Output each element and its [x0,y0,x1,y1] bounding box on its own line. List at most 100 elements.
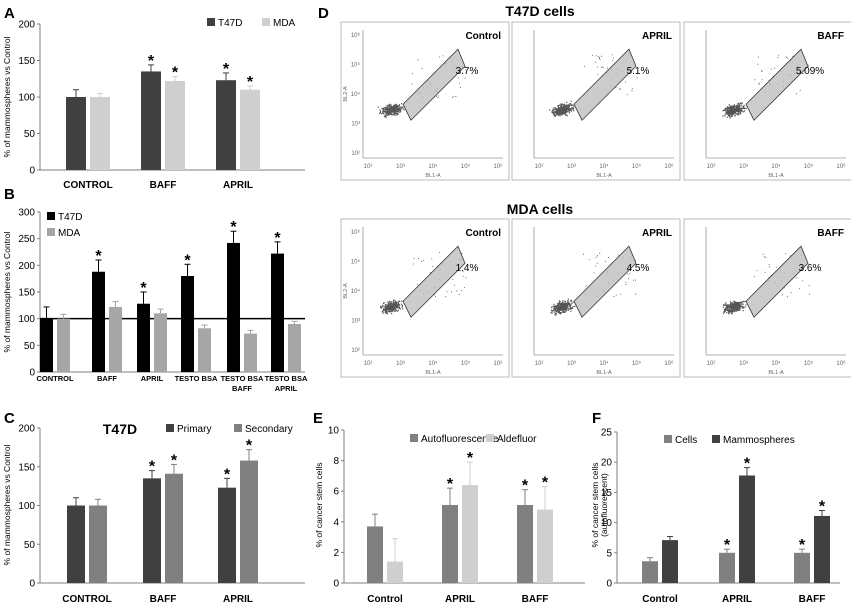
y-tick-label: 0 [606,579,612,590]
category-label: TESTO BSA [175,374,218,383]
bar-aldefluor [537,509,553,583]
significance-star: * [744,456,751,473]
category-label: Control [642,594,678,605]
y-tick-label: 50 [24,129,36,140]
flow-x-tick: 10⁴ [771,360,781,367]
legend-label-secondary: Secondary [245,424,293,435]
y-axis-label: % of cancer stem cells [314,462,324,547]
flow-x-tick: 10² [535,361,544,367]
flow-x-tick: 10² [535,164,544,170]
flow-x-tick: 10⁶ [836,163,846,170]
flow-scatter-events [380,251,467,315]
flow-x-tick: 10⁴ [428,163,438,170]
significance-star: * [224,466,231,483]
flow-x-tick: 10² [707,361,716,367]
chart-title: T47D [103,421,137,437]
bar-t47d [40,318,53,372]
y-tick-label: 200 [18,20,35,31]
flow-scatter-events [550,252,637,316]
category-label: APRIL [223,594,253,605]
chart-e: 0 2 4 6 8 10 % of cancer stem cells Control * * AP… [314,426,585,605]
flow-gate-percentage: 5.09% [796,66,824,77]
flow-condition-label: APRIL [642,31,672,42]
flow-condition-label: BAFF [817,228,844,239]
bar-t47d [66,97,86,170]
flow-scatter-events [722,54,809,119]
flow-x-tick: 10³ [396,361,405,367]
y-tick-label: 200 [18,424,35,435]
flow-x-axis-label: BL1-A [768,173,784,179]
category-label: BAFF [232,384,252,393]
bar-cells [642,561,658,583]
y-tick-label: 8 [333,456,339,467]
category-label: BAFF [150,180,177,191]
legend-swatch-t47d [47,212,55,220]
significance-star: * [95,248,102,265]
significance-star: * [799,537,806,554]
chart-b: 0 50 100 150 200 250 300 % of mammospheres vs C… [2,208,308,394]
legend-label-mda: MDA [58,228,81,239]
flow-y-axis-label: BL2-A [343,283,349,299]
significance-star: * [522,478,529,495]
flow-gate [573,245,637,318]
significance-star: * [149,459,156,476]
y-tick-label: 150 [18,56,35,67]
y-tick-label: 250 [18,234,35,245]
panel-letter-a: A [4,5,15,22]
legend-swatch-primary [166,424,174,432]
flow-x-tick: 10⁵ [804,360,814,367]
flow-x-tick: 10⁴ [599,360,609,367]
y-tick-label: 0 [29,368,35,379]
bar-mammospheres [662,540,678,583]
panel-letter-e: E [313,410,323,427]
legend-label-cells: Cells [675,435,697,446]
bar-mda [109,306,122,372]
flow-panel-t47d-april: 10² 10³ 10⁴ 10⁵ 10⁶ BL1-A APRIL 5.1% [511,21,681,181]
flow-y-tick: 10² [351,348,360,354]
bar-t47d [227,242,240,372]
category-label: APRIL [141,374,164,383]
panel-letter-d: D [318,5,329,22]
legend-label-aldefluor: Aldefluor [497,434,537,445]
bar-t47d [141,71,161,170]
flow-condition-label: Control [465,31,501,42]
significance-star: * [230,219,237,236]
category-label: CONTROL [36,374,73,383]
y-tick-label: 0 [29,166,35,177]
bar-primary [143,478,161,583]
significance-star: * [819,499,826,516]
bar-cells [794,552,810,583]
significance-star: * [724,537,731,554]
legend-swatch-mammospheres [712,435,720,443]
flow-x-axis-label: BL1-A [425,173,441,179]
bar-t47d [181,276,194,372]
flow-x-tick: 10³ [396,164,405,170]
flow-y-axis-label: BL2-A [343,86,349,102]
legend-label-autofluorescence: Autofluorescence [421,434,499,445]
significance-star: * [171,452,178,469]
significance-star: * [274,230,281,247]
flow-x-tick: 10⁵ [461,360,471,367]
flow-gate-percentage: 3.7% [456,66,479,77]
flow-panel-mda-baff: 10² 10³ 10⁴ 10⁵ 10⁶ BL1-A BAFF 3.6% [683,218,851,378]
bar-autofluorescence [517,504,533,583]
significance-star: * [223,61,230,78]
flow-gate [745,245,809,318]
flow-x-tick: 10⁶ [493,360,503,367]
category-label: TESTO BSA [265,374,308,383]
y-tick-label: 2 [333,548,339,559]
chart-c: 0 50 100 150 200 % of mammospheres vs Control… [2,421,305,605]
legend-label-mammospheres: Mammospheres [723,435,795,446]
legend-label-t47d: T47D [58,212,82,223]
legend-swatch-secondary [234,424,242,432]
bar-primary [218,487,236,583]
bar-mda [288,324,301,372]
legend-swatch-cells [664,435,672,443]
bar-mda [198,328,211,372]
flow-gate-percentage: 5.1% [627,66,650,77]
bar-mda [244,333,257,372]
y-tick-label: 0 [29,579,35,590]
bar-autofluorescence [367,526,383,583]
flow-y-tick: 10³ [351,122,360,128]
flow-y-tick: 10⁶ [351,32,361,39]
